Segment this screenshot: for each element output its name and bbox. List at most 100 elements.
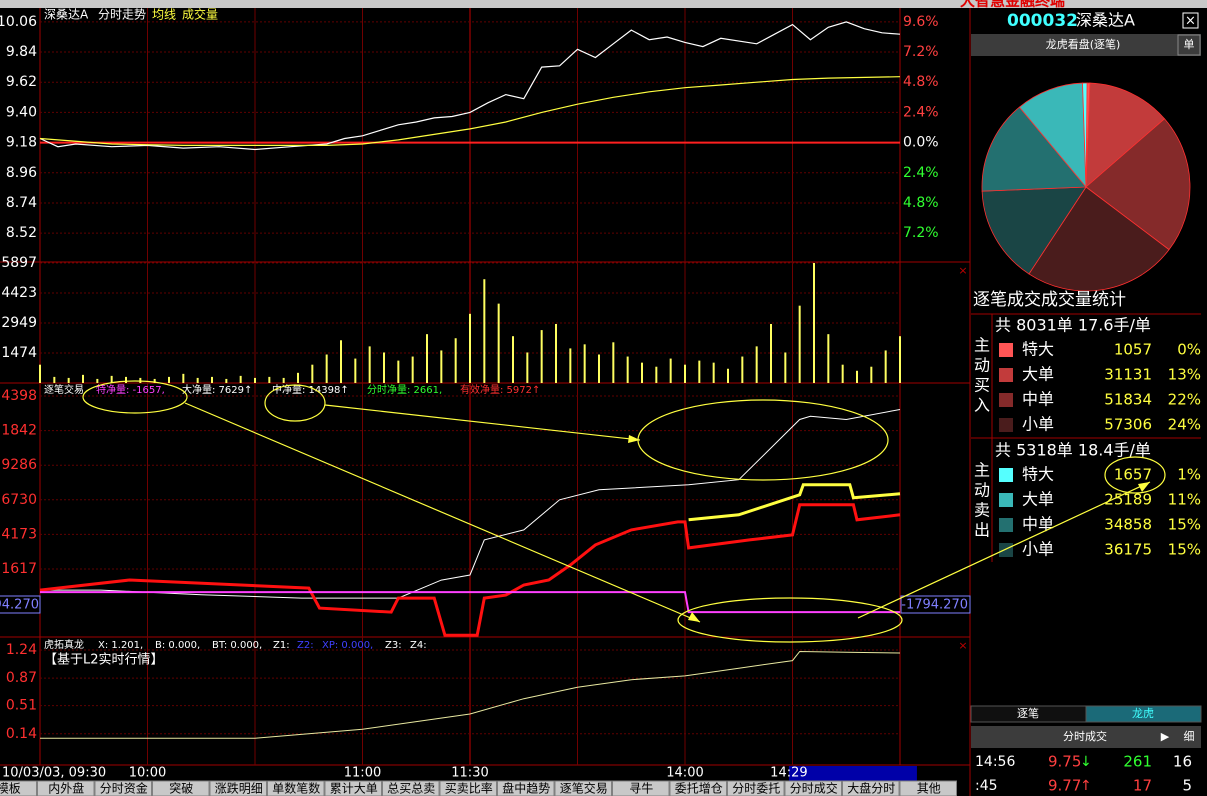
- volume-bar: [626, 356, 629, 383]
- bottom-tab-label[interactable]: 盘中趋势: [502, 781, 550, 796]
- menu-strip: [0, 0, 1207, 8]
- bottom-tab-label[interactable]: 委托增仓: [675, 782, 723, 796]
- bottom-tab[interactable]: [554, 780, 612, 796]
- tab[interactable]: [1085, 705, 1202, 723]
- bottom-tab-label[interactable]: 大盘分时: [847, 781, 895, 796]
- pie-slice: [1085, 118, 1191, 251]
- bottom-tab[interactable]: [612, 780, 670, 796]
- flow-header: 有效净量: 5972↑: [460, 383, 540, 396]
- bottom-tab[interactable]: [0, 780, 37, 796]
- pie-slice: [1028, 186, 1170, 292]
- price-line: [39, 21, 901, 151]
- legend-swatch: [999, 368, 1013, 382]
- bottom-tab[interactable]: [152, 780, 210, 796]
- time-cursor: [788, 766, 917, 781]
- volume-bar: [684, 364, 686, 383]
- dragon-header: 虎拓真龙: [44, 638, 84, 651]
- panel-item: 成交量: [182, 7, 218, 22]
- y-tick-label: 0.14: [6, 726, 37, 742]
- y-tick-label: 4423: [1, 285, 37, 301]
- bottom-tab[interactable]: [784, 780, 842, 796]
- bottom-tab-label[interactable]: 内外盘: [48, 781, 84, 796]
- volume-bar: [354, 358, 357, 383]
- bottom-tab[interactable]: [497, 780, 555, 796]
- dragon-header: XP: 0.000,: [322, 640, 373, 651]
- bottom-tab-label[interactable]: 分时委托: [732, 782, 780, 796]
- row-name: 小单: [1022, 415, 1054, 434]
- legend-swatch: [999, 393, 1013, 407]
- bottom-tab[interactable]: [727, 780, 785, 796]
- volume-bar: [727, 368, 729, 383]
- volume-bar: [368, 346, 371, 383]
- y-tick-label: 9.40: [6, 104, 37, 120]
- trade-arrow: ↑: [1080, 778, 1092, 794]
- row-pct: 11%: [1168, 491, 1201, 509]
- side-label: 主: [974, 461, 990, 480]
- x-tick-label: 11:30: [451, 766, 488, 781]
- volume-bar: [53, 376, 56, 383]
- bottom-tab-label[interactable]: 涨跌明细: [215, 781, 263, 796]
- row-pct: 13%: [1168, 366, 1201, 384]
- volume-bar: [397, 360, 400, 383]
- bottom-tab[interactable]: [382, 780, 440, 796]
- y-tick-label: 5897: [1, 255, 37, 271]
- y-tick-label: 9.84: [6, 44, 37, 60]
- legend-swatch: [999, 418, 1013, 432]
- dragon-header: Z3:: [385, 640, 402, 651]
- volume-bar: [598, 354, 600, 383]
- bottom-tab-label[interactable]: 突破: [169, 781, 193, 796]
- dragon-header: X: 1.201,: [98, 640, 143, 651]
- bottom-tab[interactable]: [209, 780, 267, 796]
- trade-volume: 17: [1133, 777, 1152, 795]
- trade-count: 16: [1173, 753, 1192, 771]
- row-pct: 24%: [1168, 416, 1201, 434]
- trade-price: 9.75: [1048, 753, 1081, 771]
- volume-bar: [827, 334, 830, 383]
- trade-count: 5: [1182, 777, 1192, 795]
- bottom-tab-label[interactable]: 分时成交: [790, 781, 838, 796]
- volume-bar: [540, 330, 543, 383]
- bottom-tab-label[interactable]: 分时资金: [100, 781, 148, 796]
- bottom-tab-label[interactable]: 模板: [0, 782, 21, 796]
- detail-button[interactable]: 细: [1184, 730, 1195, 743]
- bottom-tab[interactable]: [94, 780, 152, 796]
- flow-header: 中净量: 14398↑: [272, 383, 349, 396]
- volume-bar: [698, 360, 701, 383]
- bottom-tab[interactable]: [324, 780, 382, 796]
- y-tick-label: 1.24: [6, 642, 37, 658]
- bottom-tab-label[interactable]: 总买总卖: [387, 782, 435, 796]
- volume-bar: [67, 377, 70, 383]
- bottom-tab[interactable]: [842, 780, 900, 796]
- right-label: 4.8%: [903, 74, 939, 90]
- trade-volume: 261: [1123, 753, 1152, 771]
- tab-label: 龙虎: [1132, 707, 1154, 720]
- volume-bar: [669, 358, 672, 383]
- volume-bar: [225, 378, 228, 383]
- unit-button[interactable]: [1177, 34, 1201, 56]
- price-line: [39, 76, 901, 146]
- bottom-tab-label[interactable]: 逐笔交易: [560, 781, 608, 796]
- trade-time: 14:56: [975, 754, 1015, 770]
- y-tick-label: 9286: [1, 457, 37, 473]
- net-box: [900, 595, 971, 614]
- bottom-tab-label[interactable]: 寻牛: [629, 781, 653, 796]
- close-button[interactable]: [1182, 12, 1199, 29]
- close-icon: ×: [958, 264, 967, 277]
- bottom-tab[interactable]: [669, 780, 727, 796]
- row-pct: 22%: [1168, 391, 1201, 409]
- bottom-tab[interactable]: [37, 780, 95, 796]
- row-name: 中单: [1022, 515, 1054, 534]
- row-name: 大单: [1022, 365, 1054, 384]
- bottom-tab-label[interactable]: 累计大单: [330, 782, 378, 796]
- bottom-tab[interactable]: [267, 780, 325, 796]
- trade-price: 9.77: [1048, 777, 1081, 795]
- bottom-tab-label[interactable]: 买卖比率: [445, 781, 493, 796]
- bottom-tab[interactable]: [899, 780, 957, 796]
- side-label: 买: [974, 376, 990, 395]
- bottom-tab-label[interactable]: 单数笔数: [272, 781, 320, 796]
- volume-bar: [110, 375, 113, 383]
- volume-bar: [254, 377, 256, 383]
- bottom-tab-label[interactable]: 其他: [917, 782, 941, 796]
- volume-bar: [96, 378, 99, 383]
- bottom-tab[interactable]: [439, 780, 497, 796]
